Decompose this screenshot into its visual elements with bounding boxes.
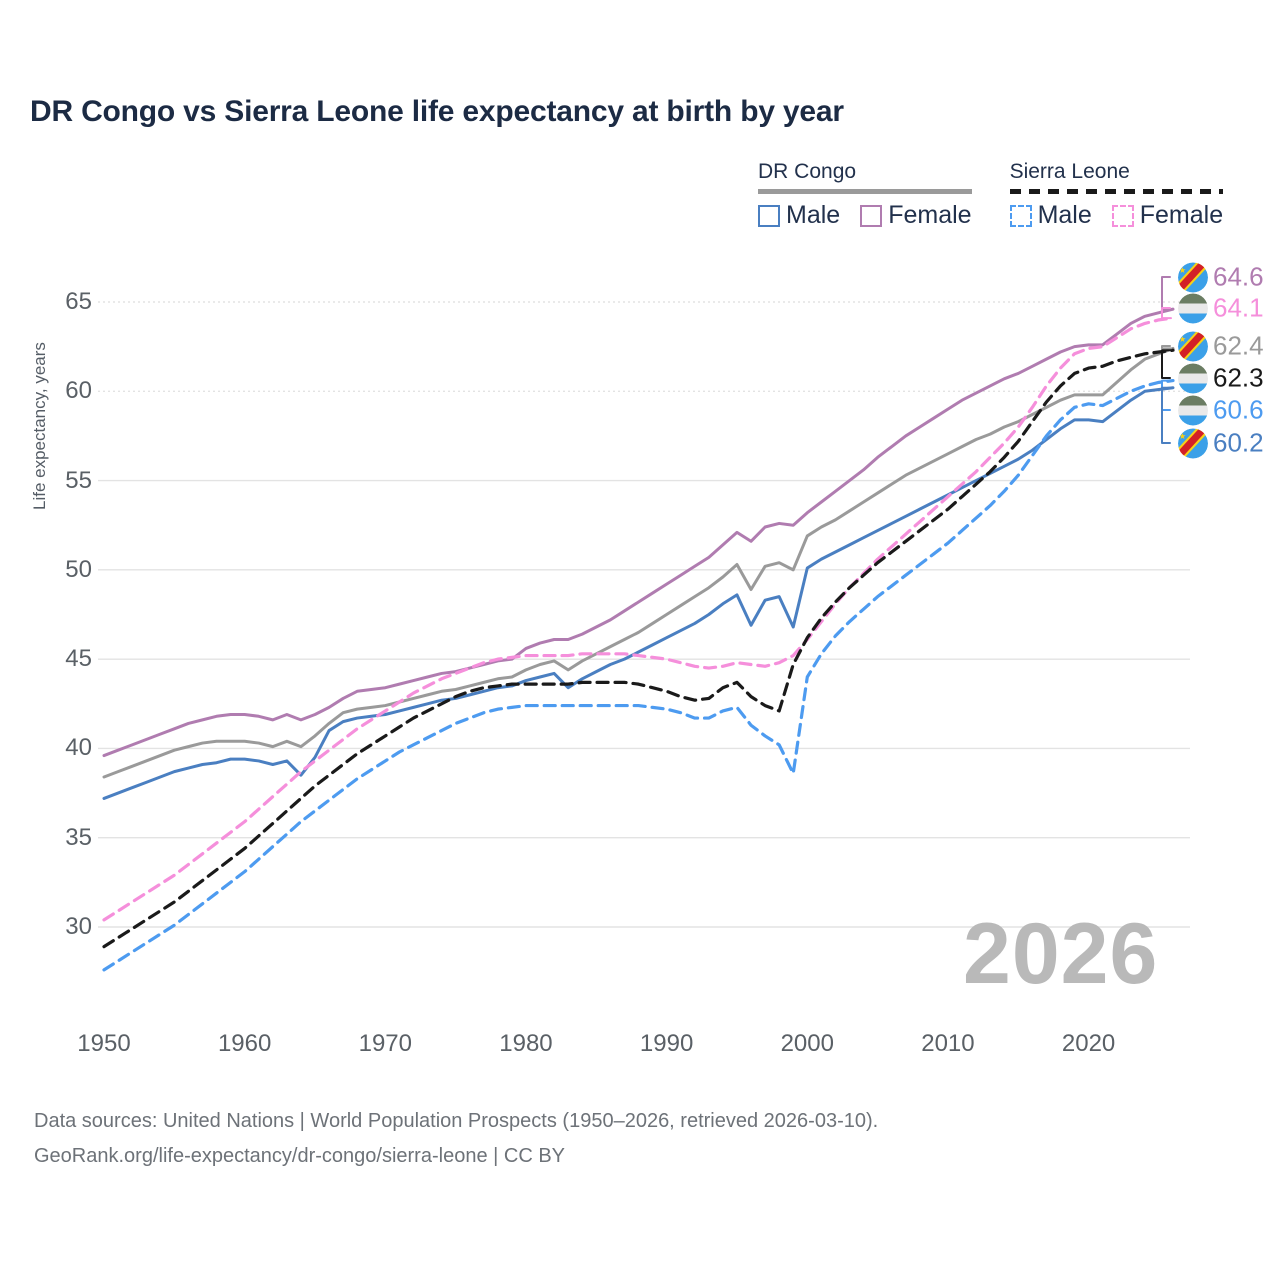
legend-swatch-icon [758, 204, 780, 227]
legend-item-label: Male [786, 201, 841, 229]
legend-swatch-icon [1111, 204, 1134, 227]
series-line [102, 307, 1175, 758]
legend-item-drc-male[interactable]: Male [758, 201, 840, 230]
series-end-label: 62.3 [1178, 363, 1264, 394]
legend-swatch-icon [860, 204, 883, 227]
dr-congo-flag-icon [1178, 262, 1208, 292]
y-axis-tick-label: 55 [65, 466, 92, 494]
series-line [102, 316, 1175, 922]
legend-swatch-icon [1009, 204, 1032, 227]
legend-rule-dashed [1009, 189, 1224, 194]
legend-group-title: DR Congo [758, 160, 857, 183]
legend-group-sierra-leone: Sierra Leone Male Female [1009, 160, 1224, 230]
dr-congo-flag-icon [1178, 428, 1208, 458]
series-end-value: 62.4 [1213, 330, 1264, 361]
legend-item-label: Female [1139, 201, 1224, 229]
series-end-value: 62.3 [1213, 362, 1264, 393]
sierra-leone-flag-icon [1178, 293, 1208, 323]
x-axis-tick-label: 2010 [921, 1030, 975, 1057]
legend-item-sle-female[interactable]: Female [1111, 201, 1224, 230]
footer-line-1: Data sources: United Nations | World Pop… [34, 1110, 879, 1132]
series-end-value: 64.1 [1213, 292, 1264, 323]
legend-item-sle-male[interactable]: Male [1009, 201, 1092, 230]
series-end-value: 64.6 [1213, 261, 1264, 292]
chart-legend: DR Congo Male Female Sierra Leone Male [758, 160, 1224, 230]
x-axis-tick-label: 1980 [499, 1030, 553, 1057]
dr-congo-flag-icon [1178, 331, 1208, 361]
x-axis-tick-label: 1960 [217, 1030, 272, 1057]
x-axis-tick-label: 1990 [639, 1030, 694, 1057]
series-line [102, 348, 1175, 949]
x-axis-tick-label: 2000 [780, 1030, 834, 1057]
legend-group-title: Sierra Leone [1009, 160, 1130, 183]
y-axis-tick-label: 50 [65, 555, 92, 583]
y-axis-tick-label: 65 [65, 288, 92, 315]
y-axis-tick-label: 35 [65, 823, 92, 851]
y-axis-tick-label: 40 [65, 734, 92, 762]
legend-item-label: Female [888, 201, 972, 229]
series-end-label: 60.6 [1178, 395, 1264, 426]
page-title: DR Congo vs Sierra Leone life expectancy… [30, 95, 844, 128]
x-axis-tick-label: 1950 [77, 1030, 131, 1057]
series-line [102, 346, 1175, 779]
legend-item-drc-female[interactable]: Female [860, 201, 972, 230]
y-axis-tick-label: 45 [65, 645, 92, 673]
y-axis-tick-label: 60 [65, 377, 92, 405]
year-watermark: 2026 [963, 906, 1159, 1002]
series-end-label: 64.6 [1178, 262, 1264, 293]
series-end-value: 60.6 [1213, 394, 1264, 425]
series-end-label: 60.2 [1178, 428, 1264, 459]
series-line [102, 386, 1175, 800]
legend-item-label: Male [1037, 201, 1092, 229]
legend-group-dr-congo: DR Congo Male Female [758, 160, 972, 230]
series-end-label: 62.4 [1178, 331, 1264, 362]
series-end-value: 60.2 [1213, 427, 1264, 458]
footer-line-2: GeoRank.org/life-expectancy/dr-congo/sie… [34, 1145, 565, 1167]
series-line [102, 378, 1175, 972]
sierra-leone-flag-icon [1178, 363, 1208, 393]
y-axis-tick-label: 30 [65, 913, 92, 940]
x-axis-tick-label: 1970 [358, 1030, 412, 1057]
series-end-label: 64.1 [1178, 293, 1264, 324]
sierra-leone-flag-icon [1178, 395, 1208, 425]
footer-credits: Data sources: United Nations | World Pop… [34, 1104, 878, 1174]
legend-rule-solid [758, 189, 972, 194]
x-axis-tick-label: 2020 [1061, 1030, 1116, 1057]
